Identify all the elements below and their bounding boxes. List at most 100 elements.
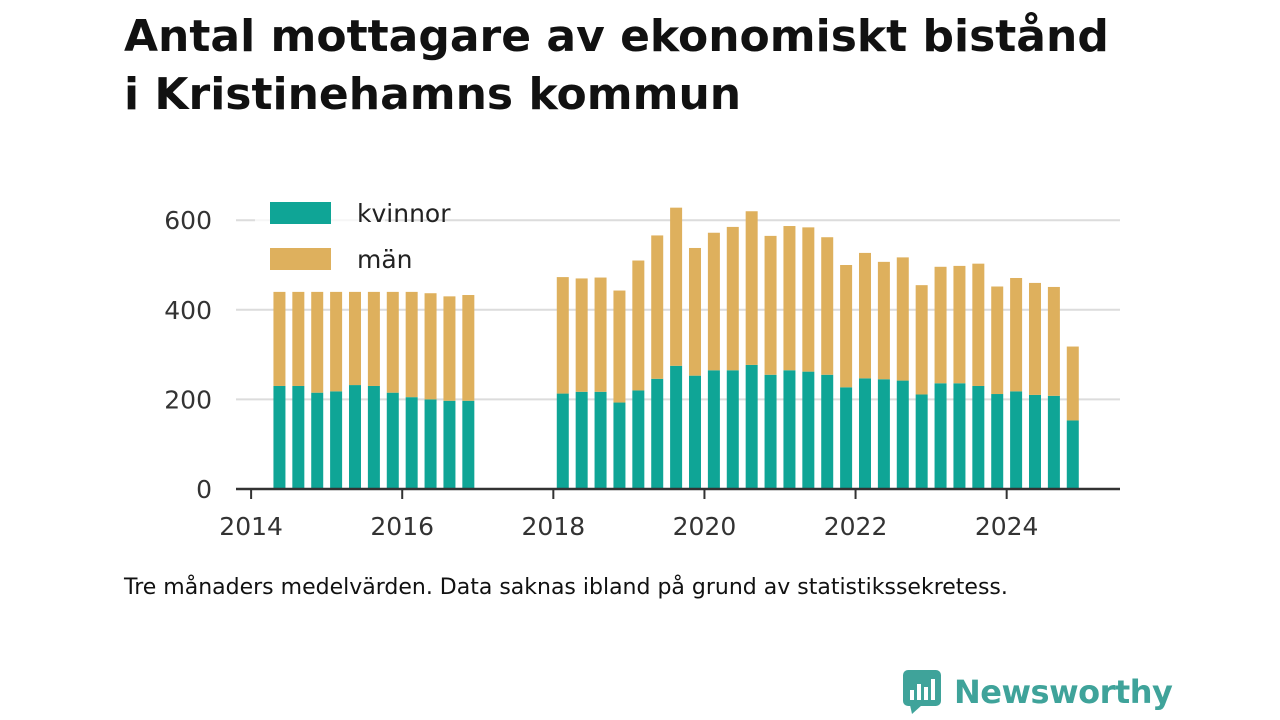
bar-man: [424, 293, 437, 400]
brand[interactable]: Newsworthy: [902, 668, 1173, 716]
bar-man: [859, 252, 871, 379]
bar-kvinnor: [292, 385, 305, 489]
bar-man: [745, 211, 758, 365]
bar-kvinnor: [689, 375, 701, 489]
bar-man: [273, 291, 286, 386]
bar-kvinnor: [462, 400, 475, 489]
bar-man: [367, 291, 380, 386]
legend-swatch-man: [270, 248, 331, 270]
bar-kvinnor: [972, 385, 985, 489]
bar-kvinnor: [575, 391, 588, 489]
bar-kvinnor: [330, 391, 343, 489]
bar-man: [689, 247, 701, 376]
y-tick-label: 400: [164, 296, 212, 325]
bar-kvinnor: [783, 370, 796, 489]
bar-kvinnor: [953, 383, 966, 489]
bar-man: [783, 226, 796, 371]
x-tick-label: 2018: [522, 512, 586, 541]
bar-kvinnor: [896, 380, 909, 489]
bar-kvinnor: [594, 391, 607, 489]
chart-title-line-2: i Kristinehamns kommun: [124, 69, 742, 120]
bar-kvinnor: [311, 392, 324, 489]
x-tick-label: 2016: [370, 512, 434, 541]
bar-man: [386, 291, 399, 393]
bar-man: [972, 263, 985, 386]
bar-kvinnor: [670, 365, 683, 489]
legend-label-man: män: [357, 245, 413, 274]
bar-man: [877, 261, 890, 380]
bar-kvinnor: [1029, 394, 1041, 489]
y-tick-label: 0: [196, 475, 212, 504]
bar-man: [292, 291, 305, 386]
bar-kvinnor: [405, 397, 418, 489]
bar-kvinnor: [349, 385, 361, 489]
bar-kvinnor: [877, 379, 890, 489]
x-tick-label: 2022: [824, 512, 888, 541]
bar-kvinnor: [1047, 395, 1060, 489]
bar-kvinnor: [632, 390, 645, 489]
bar-man: [802, 227, 815, 372]
bar-kvinnor: [840, 387, 853, 489]
bar-man: [707, 232, 720, 371]
bar-kvinnor: [651, 378, 664, 489]
bar-man: [651, 235, 664, 379]
chart-caption: Tre månaders medelvärden. Data saknas ib…: [124, 575, 1008, 600]
bar-kvinnor: [424, 399, 437, 489]
bar-man: [575, 278, 588, 392]
bar-man: [1066, 346, 1079, 421]
newsworthy-logo-icon: [903, 670, 941, 714]
bar-man: [726, 226, 739, 371]
bar-man: [405, 291, 418, 398]
bar-kvinnor: [859, 378, 871, 489]
bar-kvinnor: [726, 370, 739, 489]
bar-man: [443, 296, 456, 401]
bar-kvinnor: [821, 374, 834, 489]
bar-man: [915, 285, 928, 395]
chart-title-line-1: Antal mottagare av ekonomiskt bistånd: [124, 11, 1109, 62]
bar-man: [953, 265, 966, 384]
bar-kvinnor: [1010, 391, 1023, 489]
bar-man: [349, 291, 361, 386]
chart-title: Antal mottagare av ekonomiskt bistånd i …: [124, 8, 1224, 124]
bar-kvinnor: [443, 400, 456, 489]
bar-kvinnor: [934, 383, 947, 489]
bar-kvinnor: [273, 385, 286, 489]
bar-kvinnor: [556, 393, 569, 489]
legend-label-kvinnor: kvinnor: [357, 199, 451, 228]
bar-kvinnor: [991, 394, 1004, 489]
bar-man: [594, 277, 607, 392]
bar-kvinnor: [802, 371, 815, 489]
bar-kvinnor: [707, 370, 720, 489]
bar-man: [613, 290, 626, 403]
bar-kvinnor: [386, 392, 399, 489]
x-tick-label: 2020: [673, 512, 737, 541]
bar-kvinnor: [915, 394, 928, 489]
bar-man: [821, 237, 834, 375]
bar-kvinnor: [764, 374, 777, 489]
bar-man: [311, 291, 324, 393]
bar-man: [462, 295, 475, 401]
bar-kvinnor: [745, 364, 758, 489]
bar-man: [330, 291, 343, 392]
bar-kvinnor: [1066, 420, 1079, 489]
bar-man: [556, 277, 569, 394]
bar-man: [934, 266, 947, 384]
bar-man: [840, 265, 853, 388]
bar-man: [1029, 282, 1041, 395]
bar-man: [1010, 277, 1023, 392]
bar-kvinnor: [613, 402, 626, 489]
x-tick-label: 2014: [219, 512, 283, 541]
legend-swatch-kvinnor: [270, 202, 331, 224]
x-tick-label: 2024: [975, 512, 1039, 541]
y-tick-label: 200: [164, 385, 212, 414]
bar-man: [896, 257, 909, 381]
bar-man: [632, 260, 645, 391]
bar-man: [1047, 286, 1060, 396]
bar-kvinnor: [367, 385, 380, 489]
bar-man: [670, 207, 683, 366]
bar-man: [991, 286, 1004, 395]
y-tick-label: 600: [164, 206, 212, 235]
brand-name: Newsworthy: [954, 673, 1173, 711]
bar-man: [764, 235, 777, 375]
